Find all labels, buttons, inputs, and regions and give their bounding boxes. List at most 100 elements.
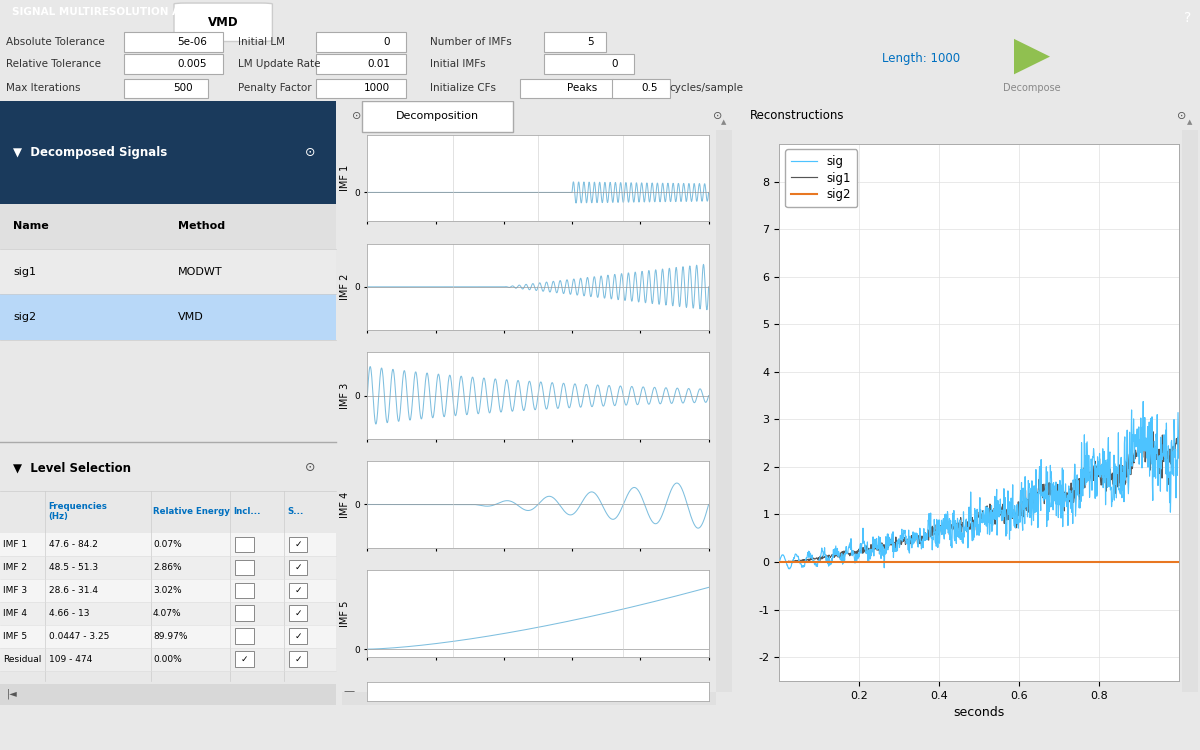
Text: Max Iterations: Max Iterations — [6, 83, 80, 94]
sig2 — [1172, 557, 1187, 566]
Bar — [235, 537, 253, 552]
Text: DECOMPOSE: DECOMPOSE — [1013, 104, 1075, 113]
sig — [1048, 496, 1062, 506]
Text: 2.86%: 2.86% — [152, 562, 181, 572]
Bar — [289, 628, 307, 644]
Text: ✓: ✓ — [295, 540, 302, 549]
Bar — [235, 651, 253, 667]
Text: Incl...: Incl... — [234, 507, 262, 516]
sig1 — [812, 552, 827, 561]
Bar — [342, 692, 715, 705]
sig1 — [1046, 492, 1061, 501]
Text: 47.6 - 84.2: 47.6 - 84.2 — [49, 540, 97, 549]
Legend: sig, sig1, sig2: sig, sig1, sig2 — [785, 149, 857, 207]
Bar — [0, 602, 336, 625]
FancyBboxPatch shape — [124, 32, 223, 52]
Text: Absolute Tolerance: Absolute Tolerance — [6, 37, 104, 46]
Text: IMF 1: IMF 1 — [4, 540, 28, 549]
sig1 — [1084, 472, 1098, 481]
Text: ✓: ✓ — [295, 562, 302, 572]
Text: 1000: 1000 — [364, 83, 390, 94]
FancyBboxPatch shape — [362, 100, 514, 132]
sig2 — [1084, 557, 1098, 566]
Text: Initial IMFs: Initial IMFs — [430, 59, 485, 70]
Text: 89.97%: 89.97% — [152, 632, 187, 640]
Text: 109 - 474: 109 - 474 — [49, 655, 92, 664]
Text: 4.66 - 13: 4.66 - 13 — [49, 609, 89, 618]
Text: MODWT: MODWT — [178, 266, 223, 277]
Bar — [289, 560, 307, 575]
Bar — [235, 605, 253, 621]
FancyBboxPatch shape — [520, 79, 613, 98]
FancyBboxPatch shape — [316, 32, 406, 52]
Text: 0.0447 - 3.25: 0.0447 - 3.25 — [49, 632, 109, 640]
Bar — [0, 101, 336, 204]
Text: IMF 4: IMF 4 — [4, 609, 28, 618]
Text: ✓: ✓ — [241, 655, 248, 664]
Text: Relative Energy: Relative Energy — [152, 507, 229, 516]
Text: ✓: ✓ — [295, 655, 302, 664]
sig1 — [1091, 472, 1105, 481]
Text: 4.07%: 4.07% — [152, 609, 181, 618]
Text: Length: 1000: Length: 1000 — [882, 53, 960, 65]
sig — [935, 516, 949, 525]
Bar — [289, 651, 307, 667]
Bar — [342, 101, 732, 130]
Text: Name: Name — [13, 221, 49, 231]
Bar — [0, 556, 336, 579]
sig2 — [934, 557, 948, 566]
FancyBboxPatch shape — [544, 55, 634, 74]
Bar — [289, 605, 307, 621]
sig2 — [1091, 557, 1105, 566]
Bar — [0, 579, 336, 602]
Y-axis label: IMF 1: IMF 1 — [340, 165, 349, 191]
Bar — [0, 295, 336, 340]
Text: |◄: |◄ — [7, 689, 18, 700]
Bar — [0, 204, 336, 249]
Text: SIGNAL MULTIRESOLUTION ANALYZER: SIGNAL MULTIRESOLUTION ANALYZER — [12, 8, 232, 17]
Text: 48.5 - 51.3: 48.5 - 51.3 — [49, 562, 98, 572]
sig — [1092, 467, 1106, 476]
FancyBboxPatch shape — [124, 55, 223, 74]
Text: Initialize CFs: Initialize CFs — [430, 83, 496, 94]
Text: 0.00%: 0.00% — [152, 655, 181, 664]
Text: cycles/sample: cycles/sample — [670, 83, 744, 94]
Y-axis label: IMF 2: IMF 2 — [340, 274, 349, 300]
Text: IMF 3: IMF 3 — [4, 586, 28, 595]
sig — [949, 520, 964, 529]
Text: sig1: sig1 — [13, 266, 36, 277]
sig — [772, 557, 786, 566]
Text: ⊙: ⊙ — [305, 461, 316, 474]
Text: 0.01: 0.01 — [367, 59, 390, 70]
Bar — [235, 560, 253, 575]
Text: ✓: ✓ — [295, 586, 302, 595]
sig — [1172, 426, 1187, 435]
Text: ✓: ✓ — [295, 609, 302, 618]
Text: Relative Tolerance: Relative Tolerance — [6, 59, 101, 70]
Text: 5e-06: 5e-06 — [176, 37, 206, 46]
Bar — [0, 490, 336, 533]
Bar — [289, 537, 307, 552]
Bar — [0, 249, 336, 295]
Text: 0.5: 0.5 — [642, 83, 658, 94]
Text: 0.005: 0.005 — [178, 59, 206, 70]
FancyBboxPatch shape — [124, 79, 208, 98]
Bar — [1182, 130, 1198, 692]
Y-axis label: IMF 5: IMF 5 — [340, 600, 349, 626]
sig1 — [948, 520, 962, 530]
Text: ✓: ✓ — [295, 632, 302, 640]
Text: ANALYSIS: ANALYSIS — [451, 104, 497, 113]
Text: ?: ? — [1184, 11, 1192, 26]
Text: Residual: Residual — [4, 655, 42, 664]
X-axis label: seconds: seconds — [954, 706, 1004, 719]
sig1 — [1172, 445, 1187, 454]
Text: Penalty Factor: Penalty Factor — [238, 83, 311, 94]
Text: ⊙: ⊙ — [713, 111, 722, 121]
Text: 0: 0 — [384, 37, 390, 46]
sig2 — [772, 557, 786, 566]
Text: SIGNAL: SIGNAL — [906, 104, 942, 113]
Text: ⊙: ⊙ — [352, 111, 361, 121]
Bar — [715, 130, 732, 692]
sig — [1085, 461, 1099, 470]
Text: VMD: VMD — [178, 312, 204, 322]
